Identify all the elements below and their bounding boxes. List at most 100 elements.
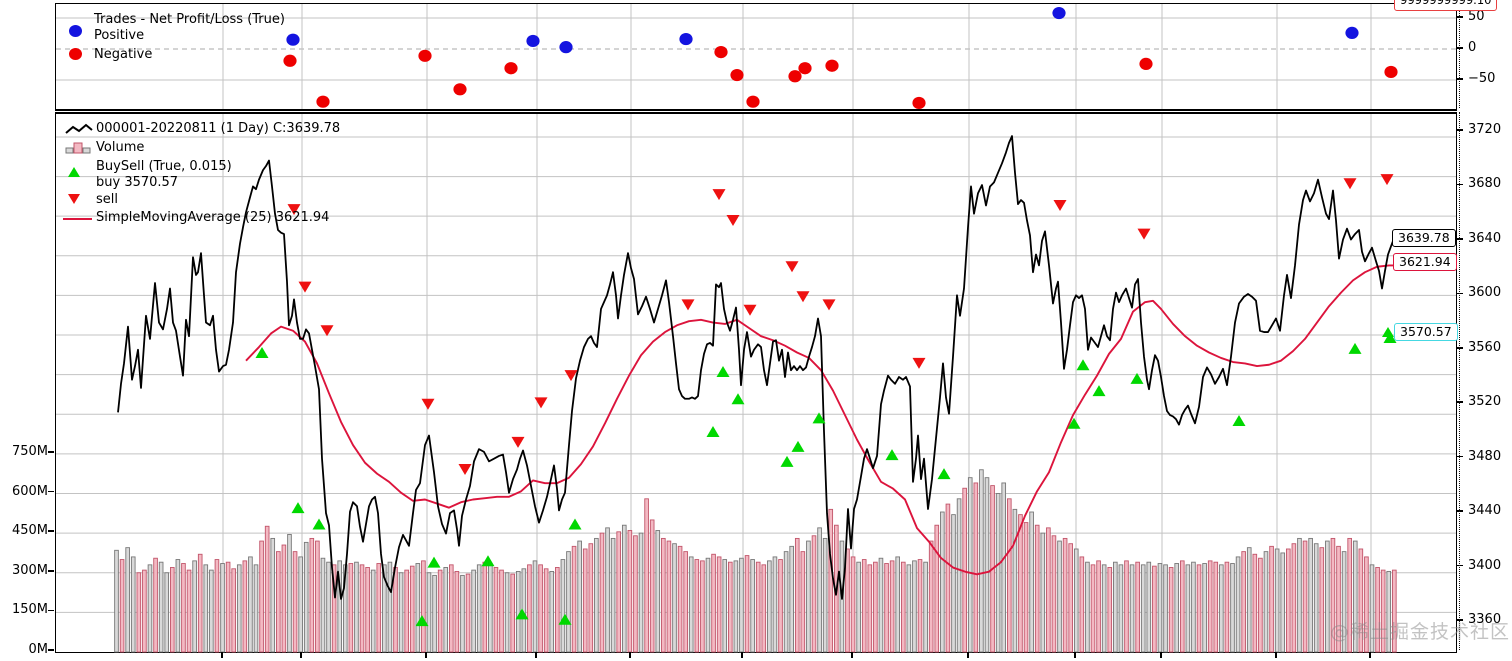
negative-trade-dot [788,70,802,83]
volume-bar [382,564,387,653]
y-tick [48,530,55,532]
volume-bar [571,545,577,653]
sell-marker [534,397,548,409]
x-tick [425,651,427,658]
volume-bar [1224,561,1230,653]
volume-bar [995,493,1001,653]
volume-bar [1380,569,1386,653]
volume-bar [298,556,303,653]
volume-ytick-label: 750M [11,443,48,459]
volume-bar [153,557,158,653]
volume-bar [750,559,755,653]
volume-bar [1051,535,1057,653]
buy-marker [885,449,899,461]
volume-bar [543,568,549,653]
volume-bar [376,563,382,653]
volume-bar [130,556,136,653]
volume-bar [1046,527,1051,653]
volume-bar [1235,556,1241,653]
negative-trade-dot [714,46,728,59]
volume-bar [1364,556,1369,653]
x-tick [300,651,302,658]
volume-bar [454,570,460,653]
buy-marker [312,518,326,530]
volume-bar [1179,560,1185,653]
volume-bar [560,559,566,653]
volume-bar [1241,551,1246,653]
volume-bar [884,563,889,653]
price-panel: 000001-20220811 (1 Day) C:3639.78 Volume… [55,112,1457,653]
volume-ytick-label: 600M [11,483,48,499]
sma-value-tag: 3621.94 [1393,253,1457,271]
volume-bar [510,573,515,653]
trades-minor-ticks [1459,3,1460,108]
volume-bar [599,532,605,653]
volume-bar [817,527,822,653]
volume-bar [532,560,538,653]
clipped-value-tag: 9999999999.10 [1394,0,1498,11]
volume-bar [566,551,571,653]
volume-bar [320,557,326,653]
volume-bar [426,572,432,653]
volume-bar [616,531,621,653]
volume-bar [1073,548,1079,653]
volume-bar [476,564,482,653]
volume-bar [192,560,197,653]
negative-trade-dot [730,68,744,82]
volume-bar [493,567,499,653]
volume-bar [231,568,236,653]
volume-bar [354,561,359,653]
volume-bar [398,572,404,653]
buy-marker [1383,332,1397,344]
sell-marker [1380,174,1394,186]
volume-bar [956,498,962,653]
volume-bar [1341,551,1347,653]
price-minor-ticks [1459,112,1460,650]
volume-bar [694,559,700,653]
volume-bar [945,503,951,653]
volume-bar [861,559,867,653]
volume-bar [499,569,504,653]
volume-bar [923,561,928,653]
volume-bar [393,567,398,653]
trades-legend-positive: Positive [94,28,145,43]
volume-bar [582,548,588,653]
x-tick [1074,651,1076,658]
trades-panel: Trades - Net Profit/Loss (True) Positive… [55,3,1457,111]
sell-marker [681,299,695,311]
sell-marker [564,370,578,382]
volume-bar [979,469,984,653]
buy-marker [780,455,794,467]
volume-bar [315,540,320,653]
volume-bar [917,559,923,653]
volume-bar [577,540,582,653]
volume-bar [588,543,594,653]
volume-bar [125,547,130,653]
volume-bar [644,498,649,653]
volume-bar [337,560,343,653]
volume-bar [940,511,945,653]
volume-bar [1007,498,1012,653]
volume-bar [610,537,616,653]
volume-bar [1079,556,1085,653]
volume-bar [928,540,934,653]
volume-bar [716,556,722,653]
sell-marker [421,398,435,410]
volume-bar [119,559,125,653]
volume-bar [811,535,817,653]
trades-plot [56,4,1456,110]
volume-bar [605,527,610,653]
volume-bar [683,551,688,653]
volume-bar [169,567,175,653]
sell-marker [912,357,926,369]
positive-trade-dot [559,41,573,54]
volume-bar [1285,548,1291,653]
volume-bar [627,530,633,653]
buy-marker [515,608,529,620]
volume-bar [248,556,253,653]
volume-bar [1057,540,1062,653]
volume-bar [504,572,510,653]
sell-marker [726,214,740,226]
volume-bar [688,556,694,653]
negative-trade-dot [453,83,467,96]
